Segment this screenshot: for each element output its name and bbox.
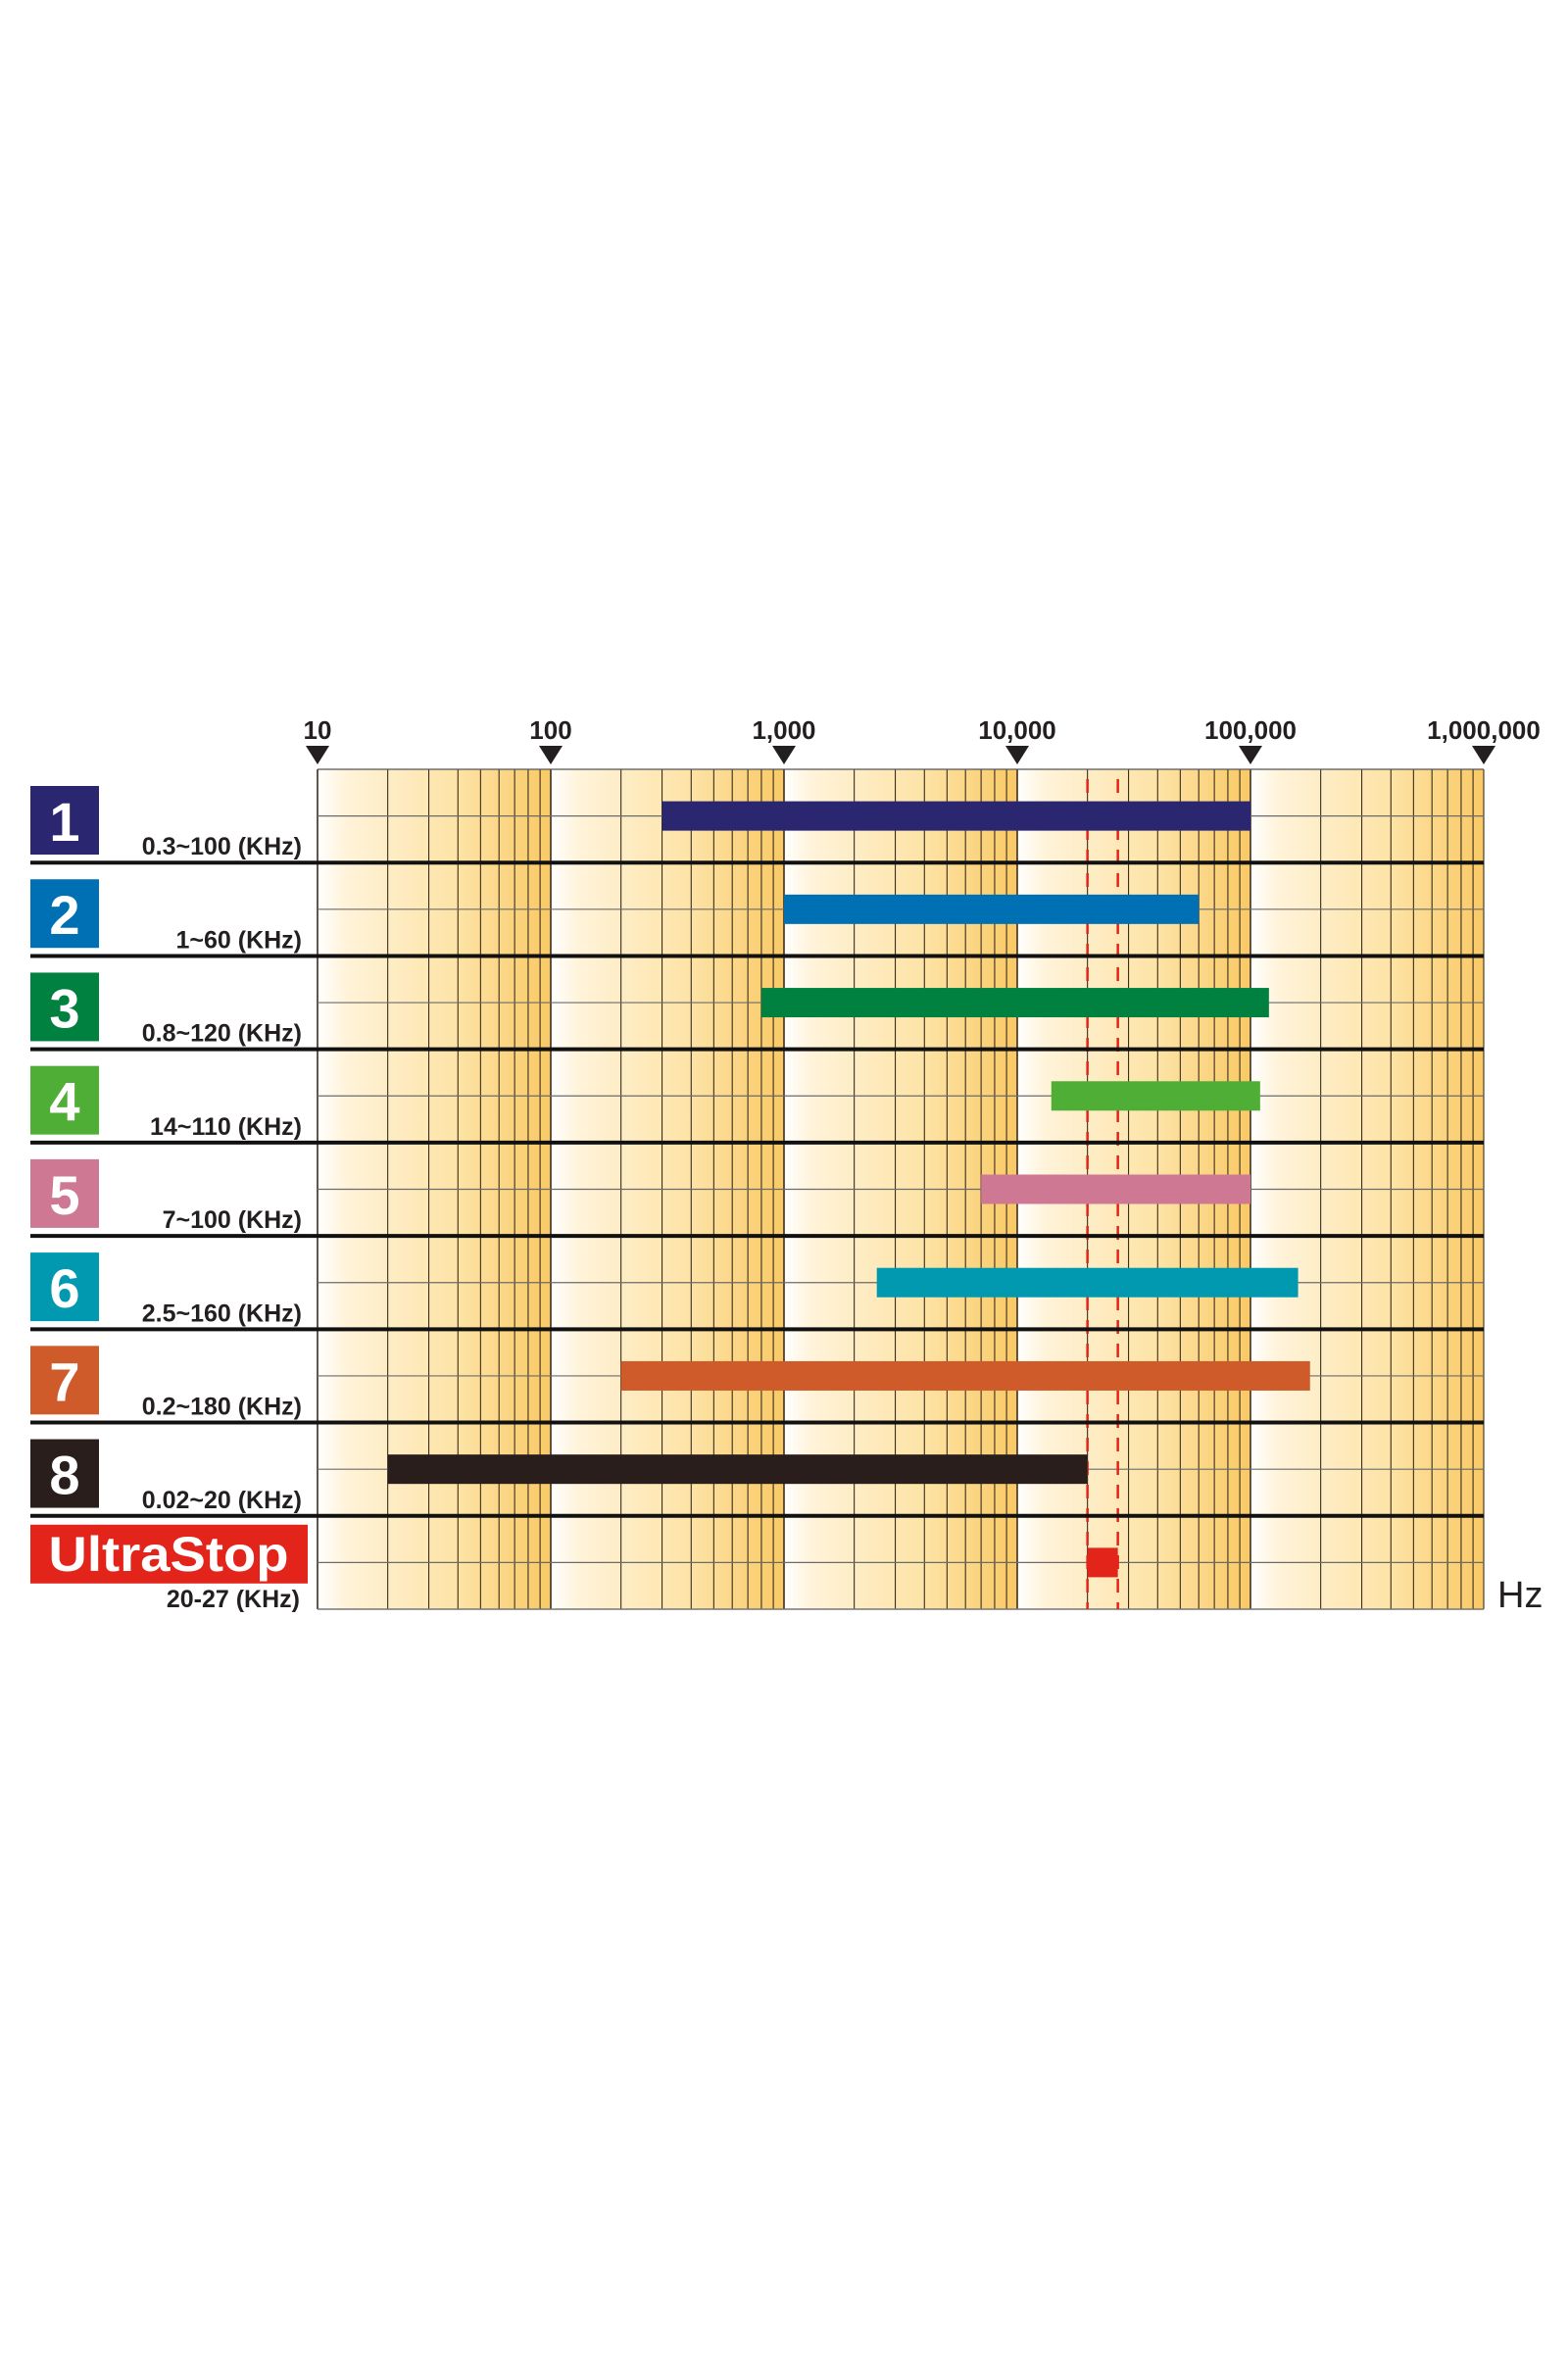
tick-marker-triangle-icon: [1472, 746, 1495, 764]
tick-marker-triangle-icon: [772, 746, 796, 764]
range-label: 7~100 (KHz): [163, 1206, 302, 1234]
x-tick-label: 1,000,000: [1427, 715, 1541, 745]
x-axis-ticks: 10 100 1,000 10,000 100,000 1,000,000: [304, 715, 1541, 764]
x-tick-label: 100,000: [1204, 715, 1297, 745]
x-unit-label: Hz: [1497, 1575, 1543, 1616]
series-number-badge: [30, 1252, 99, 1322]
range-label: 0.02~20 (KHz): [142, 1487, 302, 1514]
series-number: 2: [49, 884, 79, 946]
range-label: 0.8~120 (KHz): [142, 1020, 302, 1048]
series-number-badge: [30, 1346, 99, 1415]
x-tick-label: 10,000: [978, 715, 1056, 745]
series-number: 5: [49, 1164, 79, 1226]
range-bar-UltraStop: [1087, 1547, 1118, 1578]
ultrastop-badge: [30, 1524, 308, 1584]
series-number: 1: [49, 791, 79, 853]
series-number-badge: [30, 1439, 99, 1508]
series-number-badge: [30, 1158, 99, 1228]
range-bar-2: [784, 894, 1200, 924]
tick-marker-triangle-icon: [1239, 746, 1262, 764]
range-bar-1: [662, 801, 1250, 831]
range-bar-8: [387, 1454, 1088, 1485]
tick-marker-triangle-icon: [1005, 746, 1029, 764]
x-tick-label: 100: [529, 715, 571, 745]
range-bar-5: [981, 1174, 1250, 1204]
series-number-badge: [30, 879, 99, 949]
range-label: 14~110 (KHz): [150, 1113, 302, 1141]
range-label: 0.3~100 (KHz): [142, 833, 302, 860]
range-bar-3: [760, 988, 1269, 1018]
range-label: 1~60 (KHz): [175, 926, 302, 954]
row-labels: 1 0.3~100 (KHz) 2 1~60 (KHz) 3 0.8~120 (KHz) 4…: [30, 786, 308, 1613]
tick-marker-triangle-icon: [306, 746, 329, 764]
bars: [387, 801, 1310, 1578]
series-number: 6: [49, 1257, 79, 1319]
range-label: 2.5~160 (KHz): [142, 1300, 302, 1327]
series-number-badge: [30, 972, 99, 1042]
row-separators: [30, 860, 1484, 1518]
x-tick-label: 10: [304, 715, 332, 745]
ultrastop-badge-text: UltraStop: [49, 1527, 289, 1582]
range-bar-7: [620, 1360, 1310, 1391]
series-number-badge: [30, 1065, 99, 1135]
range-label: 20-27 (KHz): [167, 1586, 300, 1613]
range-label: 0.2~180 (KHz): [142, 1394, 302, 1421]
series-number: 7: [49, 1350, 79, 1412]
series-number: 8: [49, 1445, 79, 1506]
tick-marker-triangle-icon: [539, 746, 563, 764]
range-bar-4: [1051, 1081, 1260, 1111]
series-number-badge: [30, 786, 99, 855]
series-number: 3: [49, 977, 79, 1039]
x-tick-label: 1,000: [752, 715, 815, 745]
series-number: 4: [49, 1071, 79, 1133]
range-bar-6: [876, 1267, 1298, 1298]
